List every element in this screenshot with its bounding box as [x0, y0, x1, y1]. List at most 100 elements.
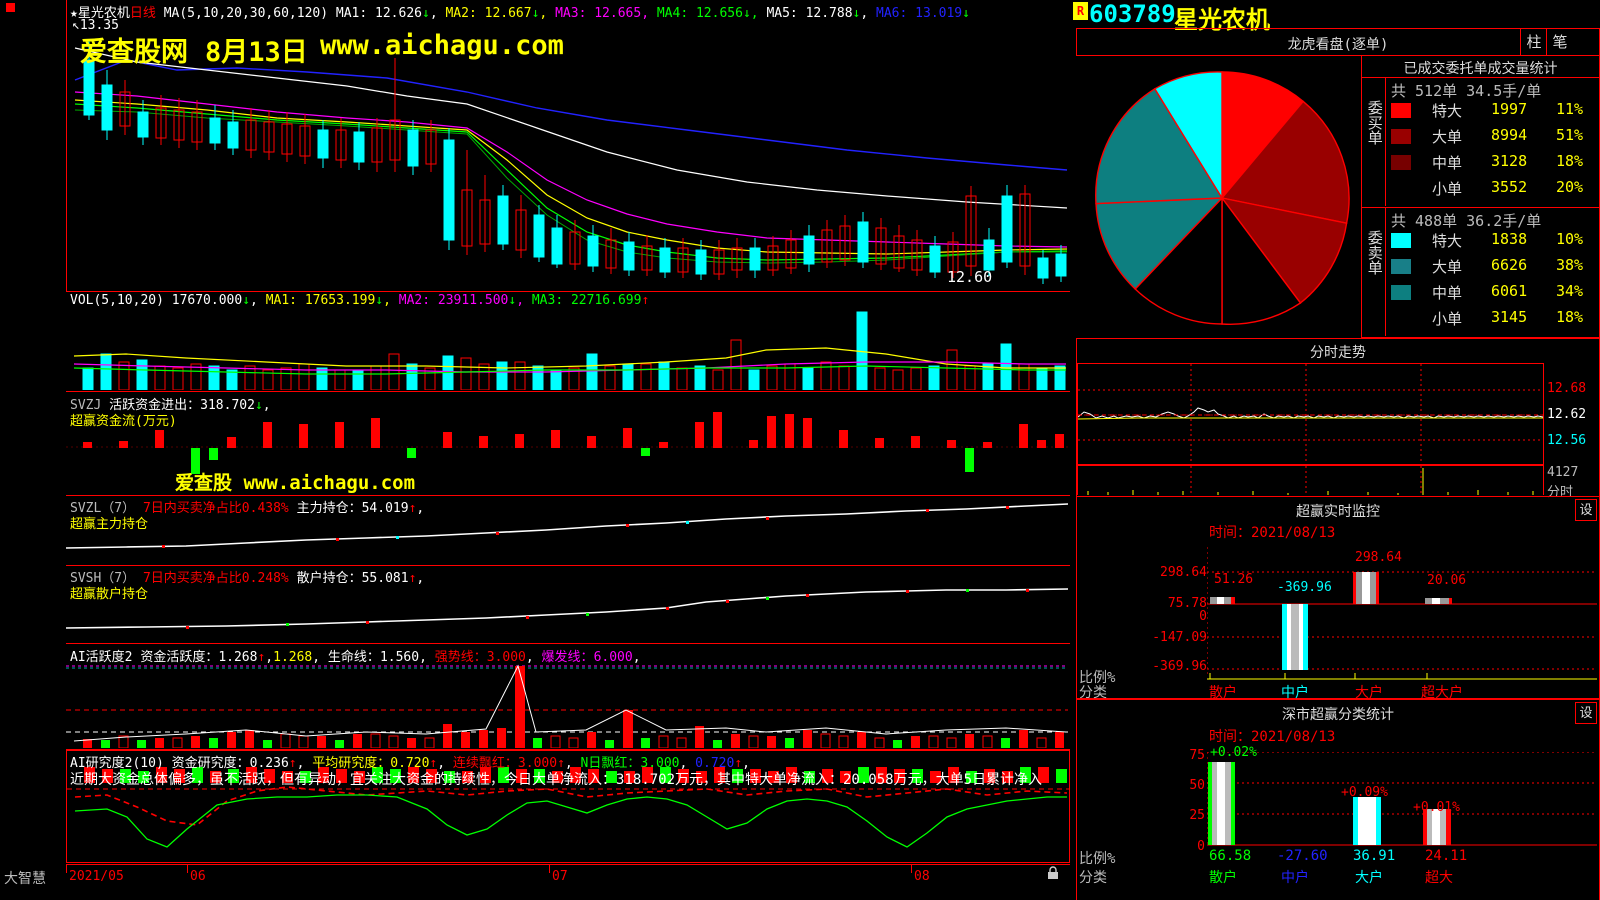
ai-activity-chart[interactable] — [66, 644, 1068, 748]
buy-row-xl: 特大 1997 11% — [1391, 100, 1597, 126]
r-flag-icon: R — [1073, 2, 1088, 20]
svsh-panel[interactable] — [66, 566, 1070, 644]
vol-value: 17670.000 — [171, 293, 243, 308]
high-price-marker: ↖13.35 — [72, 18, 119, 33]
favorite-star-icon[interactable]: ★ — [70, 6, 78, 21]
ai-activity-header: AI活跃度2 资金活跃度：1.268↑,1.268, 生命线：1.560, 强势… — [70, 650, 641, 665]
left-charts-area: 12.60 ★星光农机日线 MA(5,10,20,30,60,120) MA1:… — [4, 0, 1070, 900]
buy-row-small: 小单 3552 20% — [1391, 178, 1597, 204]
classify-settings-button[interactable]: 设 — [1575, 702, 1597, 724]
lock-icon[interactable] — [1046, 866, 1060, 880]
pie-slice-sell-xl — [1153, 71, 1223, 201]
intraday-title: 分时走势 — [1310, 345, 1366, 361]
period-label[interactable]: 日线 — [129, 6, 156, 21]
svsh-subtitle: 超赢散户持仓 — [70, 587, 149, 602]
ma3: MA3: 12.665, — [555, 6, 650, 21]
intraday-volume-value: 4127 — [1547, 465, 1579, 480]
watermark-url: www.aichagu.com — [320, 30, 564, 61]
monitor-class-label: 分类 — [1079, 685, 1107, 701]
svzl-chart[interactable] — [66, 496, 1068, 564]
ai-activity-panel[interactable] — [66, 644, 1070, 750]
intraday-volume-chart[interactable] — [1077, 465, 1544, 495]
monitor-bar-chart[interactable] — [1207, 547, 1597, 682]
stock-code-label: 603789 — [1089, 0, 1176, 28]
pie-slice-sell-small — [1134, 196, 1223, 325]
sell-row-mid: 中单 6061 34% — [1391, 282, 1597, 308]
date-axis: 2021/05 06 07 08 — [66, 864, 1070, 900]
pie-slice-sell-mid — [1095, 197, 1224, 290]
monitor-bar-value-1: -369.96 — [1277, 580, 1332, 595]
ma5: MA5: 12.788↓, — [766, 6, 869, 21]
buy-side-label: 委买单 — [1365, 100, 1384, 145]
cursor-marker-icon — [6, 3, 15, 12]
monitor-ytick-4: -369.96 — [1152, 659, 1207, 674]
price-chart-panel[interactable]: 12.60 — [66, 0, 1070, 292]
watermark-site: 爱查股网 — [80, 37, 188, 68]
classify-ytick-3: 0 — [1197, 839, 1205, 854]
order-stats-table: 已成交委托单成交量统计 委买单 共 512单 34.5手/单 特大 1997 1… — [1361, 56, 1600, 338]
app-name-label: 大智慧 — [4, 871, 46, 887]
monitor-ytick-2: 0 — [1199, 609, 1207, 624]
longhu-title: 龙虎看盘(逐单) — [1287, 37, 1389, 53]
svsh-code: SVSH（7） — [70, 571, 136, 586]
svsh-chart[interactable] — [66, 566, 1068, 642]
ai-research-commentary: 近期大资金总体偏多，虽不活跃，但有异动，宜关注大资金的持续性，今日大单净流入：3… — [70, 772, 1042, 788]
ai-research-panel[interactable] — [66, 750, 1070, 863]
svzj-title: 活跃资金进出： — [109, 398, 201, 413]
swatch-sell-mid-icon — [1391, 285, 1411, 300]
svzj-value: 318.702 — [200, 398, 255, 413]
classify-pct-0: +0.02% — [1210, 745, 1257, 760]
volume-panel[interactable] — [66, 292, 1070, 392]
ma4: MA4: 12.656↓, — [656, 6, 759, 21]
sell-row-xl: 特大 1838 10% — [1391, 230, 1597, 256]
sell-side-label: 委卖单 — [1365, 230, 1384, 275]
classify-cat-0: 散户 — [1209, 870, 1237, 886]
swatch-buy-xl-icon — [1391, 103, 1411, 118]
svzj-panel[interactable] — [66, 392, 1070, 496]
svzj-header: SVZJ 活跃资金进出：318.702↓, — [70, 398, 271, 413]
swatch-buy-big-icon — [1391, 129, 1411, 144]
date-tick-2: 07 — [552, 869, 568, 884]
candlestick-chart[interactable] — [67, 0, 1069, 290]
intraday-price-low: 12.56 — [1547, 433, 1587, 448]
classify-value-1: -27.60 — [1277, 848, 1328, 864]
monitor-bar-value-0: 51.26 — [1214, 572, 1254, 587]
ai-research-chart[interactable] — [67, 751, 1069, 862]
intraday-panel[interactable]: 分时走势 12.68 12.62 12.56 — [1076, 338, 1600, 500]
sell-orders-block: 委卖单 共 488单 36.2手/单 特大 1838 10% 大单 6626 3… — [1362, 208, 1599, 337]
classify-ytick-0: 75 — [1189, 748, 1205, 763]
intraday-price-chart[interactable] — [1077, 363, 1544, 465]
classify-ytick-2: 25 — [1189, 808, 1205, 823]
sell-row-small: 小单 3145 18% — [1391, 308, 1597, 334]
ma2: MA2: 12.667↓, — [445, 6, 548, 21]
monitor-panel[interactable]: 超赢实时监控 设 时间：2021/08/13 298.64 75.78 0 -1… — [1076, 496, 1600, 701]
swatch-sell-big-icon — [1391, 259, 1411, 274]
svzl-subtitle: 超赢主力持仓 — [70, 517, 149, 532]
monitor-settings-button[interactable]: 设 — [1575, 499, 1597, 521]
classify-bar-chart[interactable] — [1207, 752, 1597, 852]
classify-value-2: 36.91 — [1353, 848, 1396, 864]
intraday-price-mid: 12.62 — [1547, 407, 1587, 422]
classify-cat-1: 中户 — [1281, 870, 1309, 886]
svzj-chart[interactable] — [66, 392, 1068, 494]
svzl-code: SVZL（7） — [70, 501, 136, 516]
order-pie-chart[interactable] — [1082, 58, 1362, 338]
classify-panel[interactable]: 深市超赢分类统计 设 时间：2021/08/13 75 50 25 0 — [1076, 699, 1600, 900]
volume-chart[interactable] — [66, 292, 1068, 390]
ai-research-header: AI研究度2(10) 资金研究度：0.236↑, 平均研究度：0.720↑, 连… — [70, 756, 750, 771]
classify-pct-3: +0.01% — [1413, 800, 1460, 815]
buy-orders-block: 委买单 共 512单 34.5手/单 特大 1997 11% 大单 8994 5… — [1362, 78, 1599, 208]
monitor-cat-0: 散户 — [1209, 685, 1237, 701]
tab-bi[interactable]: 笔 — [1546, 29, 1573, 55]
classify-title: 深市超赢分类统计 — [1282, 707, 1394, 723]
monitor-time: 时间：2021/08/13 — [1209, 525, 1336, 541]
monitor-title: 超赢实时监控 — [1296, 504, 1380, 520]
vol-ma3: MA3: 22716.699↑ — [531, 293, 650, 308]
right-panel: R 603789 星光农机 龙虎看盘(逐单) 柱 笔 — [1070, 0, 1600, 900]
ai-act-code: AI活跃度2 — [70, 650, 133, 665]
ma-indicator-label: MA(5,10,20,30,60,120) — [163, 6, 329, 21]
tab-zhu[interactable]: 柱 — [1520, 29, 1547, 55]
swatch-sell-small-icon — [1391, 311, 1411, 326]
classify-class-label: 分类 — [1079, 870, 1107, 886]
svzl-panel[interactable] — [66, 496, 1070, 566]
